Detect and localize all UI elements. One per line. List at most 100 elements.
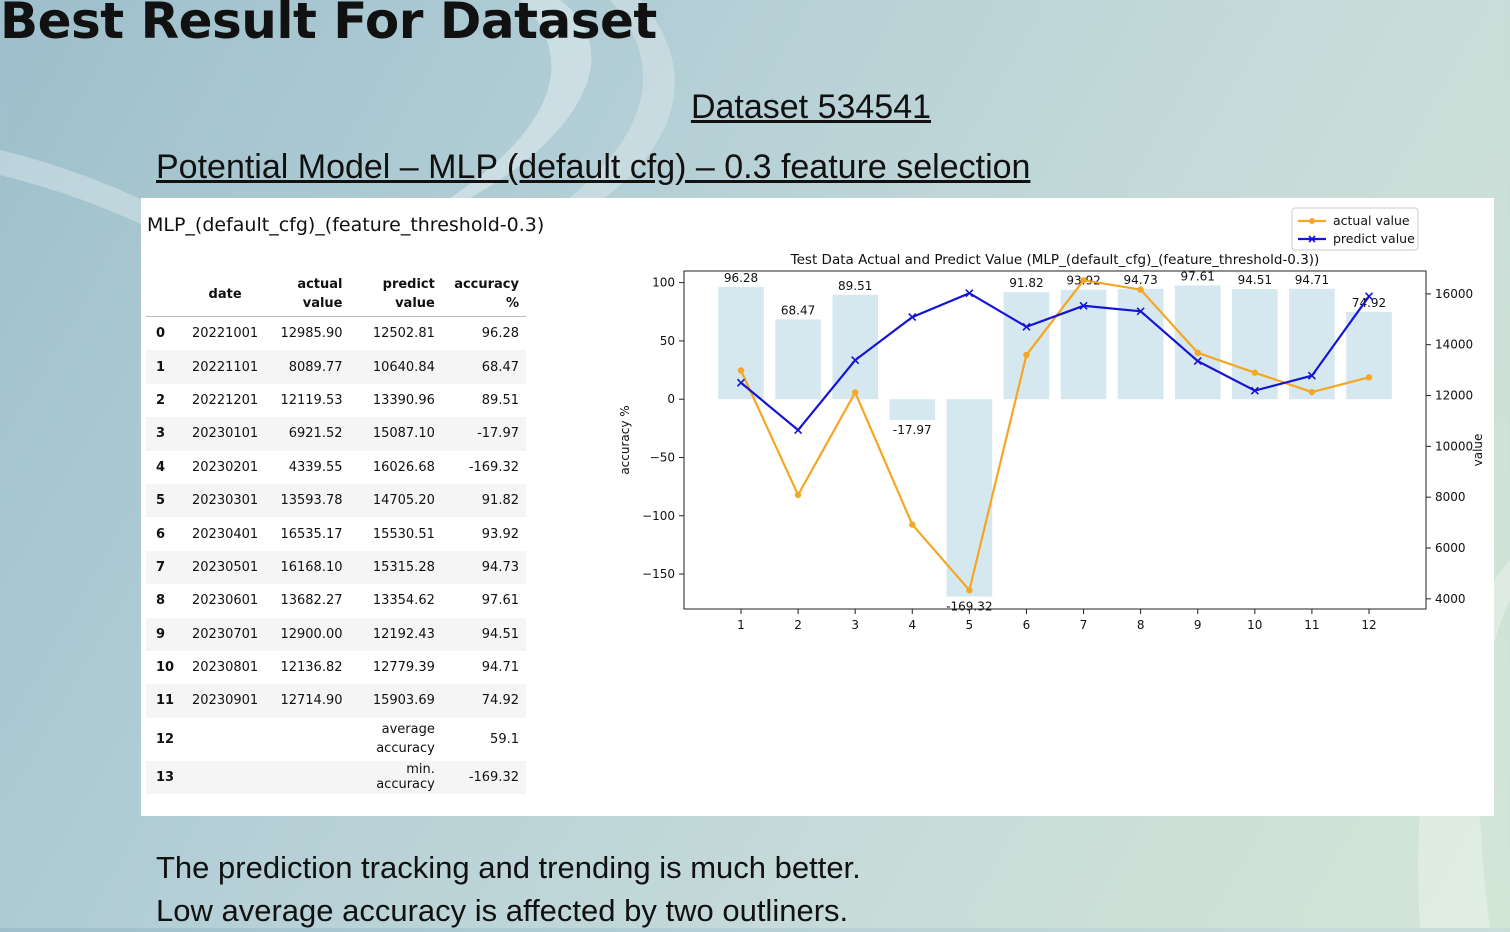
- row-date: 20230401: [192, 526, 259, 542]
- actual-value-point: [794, 491, 802, 499]
- row-index: 3: [146, 417, 185, 451]
- x-tick-label: 4: [908, 618, 916, 632]
- predict-value-line: [740, 291, 1370, 432]
- table-row: 0 20221001 12985.90 12502.81 96.28: [146, 317, 526, 351]
- bar-label: -169.32: [946, 600, 992, 614]
- header-accuracy: accuracy %: [441, 272, 526, 317]
- row-predict: 13354.62: [372, 593, 435, 609]
- table-row: 10 20230801 12136.82 12779.39 94.71: [146, 651, 526, 684]
- row-actual: 13682.27: [280, 593, 343, 609]
- right-y-tick-label: 6000: [1435, 541, 1466, 555]
- right-y-tick-label: 10000: [1435, 439, 1473, 453]
- row-accuracy: -17.97: [441, 417, 526, 451]
- left-y-tick-label: 0: [667, 392, 675, 406]
- row-date: [185, 760, 266, 795]
- table-row: 6 20230401 16535.17 15530.51 93.92: [146, 517, 526, 550]
- accuracy-bar: [889, 399, 936, 421]
- table-title: MLP_(default_cfg)_(feature_threshold-0.3…: [147, 214, 545, 236]
- x-tick-label: 8: [1137, 618, 1145, 632]
- bar-label: 97.61: [1181, 269, 1215, 283]
- row-actual: [265, 718, 349, 761]
- accuracy-bar: [775, 319, 821, 400]
- predict-value-point: [1022, 322, 1031, 331]
- right-y-tick-label: 14000: [1435, 338, 1473, 352]
- row-predict: 16026.68: [372, 459, 435, 475]
- legend-label: actual value: [1333, 213, 1410, 228]
- actual-value-point: [1023, 351, 1030, 359]
- predict-value-point: [1364, 292, 1374, 301]
- bar-label: 94.51: [1238, 273, 1272, 287]
- actual-value-point: [1080, 277, 1087, 284]
- table-row: 11 20230901 12714.90 15903.69 74.92: [146, 684, 526, 718]
- row-index: 1: [146, 350, 185, 384]
- row-accuracy: 94.73: [441, 550, 526, 585]
- table-row: 3 20230101 6921.52 15087.10 -17.97: [146, 417, 526, 451]
- row-predict: 13390.96: [372, 392, 435, 408]
- accuracy-bar: [1289, 288, 1335, 400]
- row-actual: 12136.82: [280, 660, 343, 676]
- row-predict: 15087.10: [349, 417, 442, 451]
- legend-marker: [1308, 235, 1316, 243]
- actual-value-point: [909, 521, 916, 528]
- table-row: 8 20230601 13682.27 13354.62 97.61: [146, 584, 526, 617]
- row-actual: [265, 760, 350, 795]
- predict-value-point: [1193, 357, 1202, 366]
- header-actual: actual value: [265, 272, 350, 317]
- row-actual: 8089.77: [265, 350, 350, 384]
- accuracy-bar: [718, 286, 764, 400]
- left-y-tick-label: −150: [642, 567, 675, 581]
- x-tick-label: 10: [1247, 618, 1262, 632]
- row-accuracy: -169.32: [468, 459, 519, 475]
- row-predict: 15315.28: [349, 550, 442, 585]
- predict-value-point: [1307, 371, 1316, 380]
- right-axis-label: value: [1471, 434, 1485, 467]
- actual-value-point: [1137, 286, 1144, 293]
- row-predict: average accuracy: [376, 722, 435, 757]
- x-tick-label: 6: [1023, 618, 1031, 632]
- accuracy-bar: [832, 294, 879, 400]
- actual-value-point: [1194, 349, 1201, 356]
- row-accuracy: 89.51: [481, 392, 519, 408]
- table-row: 5 20230301 13593.78 14705.20 91.82: [146, 483, 526, 518]
- left-y-tick-label: −100: [642, 509, 675, 523]
- accuracy-bar: [946, 399, 993, 597]
- left-y-tick-label: 50: [660, 334, 675, 348]
- row-index: 12: [156, 731, 175, 747]
- accuracy-bar: [1346, 311, 1392, 400]
- predict-value-point: [908, 313, 917, 322]
- bar-label: 94.71: [1295, 273, 1329, 287]
- row-actual: 4339.55: [288, 459, 343, 475]
- header-index: [146, 272, 185, 317]
- row-predict: 12192.43: [349, 617, 442, 651]
- row-accuracy: 91.82: [441, 483, 526, 518]
- predict-value-point: [736, 378, 746, 387]
- row-date: 20230201: [192, 459, 259, 475]
- row-predict: 12779.39: [372, 660, 435, 676]
- row-actual: 6921.52: [265, 417, 350, 451]
- bar-label: 89.51: [838, 279, 872, 293]
- chart-title: Test Data Actual and Predict Value (MLP_…: [790, 252, 1320, 268]
- bar-label: -17.97: [893, 423, 932, 437]
- actual-value-line: [740, 279, 1370, 593]
- row-date: 20221001: [192, 326, 259, 342]
- accuracy-bar: [1117, 288, 1164, 400]
- row-predict: 12502.81: [372, 326, 435, 342]
- results-panel: MLP_(default_cfg)_(feature_threshold-0.3…: [141, 198, 1494, 816]
- row-predict: min. accuracy: [349, 760, 442, 795]
- row-index: 13: [146, 760, 185, 795]
- actual-value-point: [1308, 388, 1316, 396]
- row-accuracy: 94.71: [481, 660, 519, 676]
- row-accuracy: 59.1: [490, 731, 519, 747]
- actual-value-point: [966, 587, 973, 594]
- row-index: 2: [156, 392, 166, 408]
- x-tick-label: 1: [737, 618, 745, 632]
- actual-value-point: [737, 367, 745, 374]
- header-date: date: [185, 272, 266, 317]
- row-date: 20230101: [185, 417, 266, 451]
- row-accuracy: -169.32: [441, 760, 526, 795]
- bar-label: 68.47: [781, 303, 815, 317]
- right-y-tick-label: 16000: [1435, 287, 1473, 301]
- row-predict: 14705.20: [349, 483, 442, 518]
- row-index: 8: [156, 593, 166, 609]
- table-row: 12 average accuracy 59.1: [146, 718, 526, 761]
